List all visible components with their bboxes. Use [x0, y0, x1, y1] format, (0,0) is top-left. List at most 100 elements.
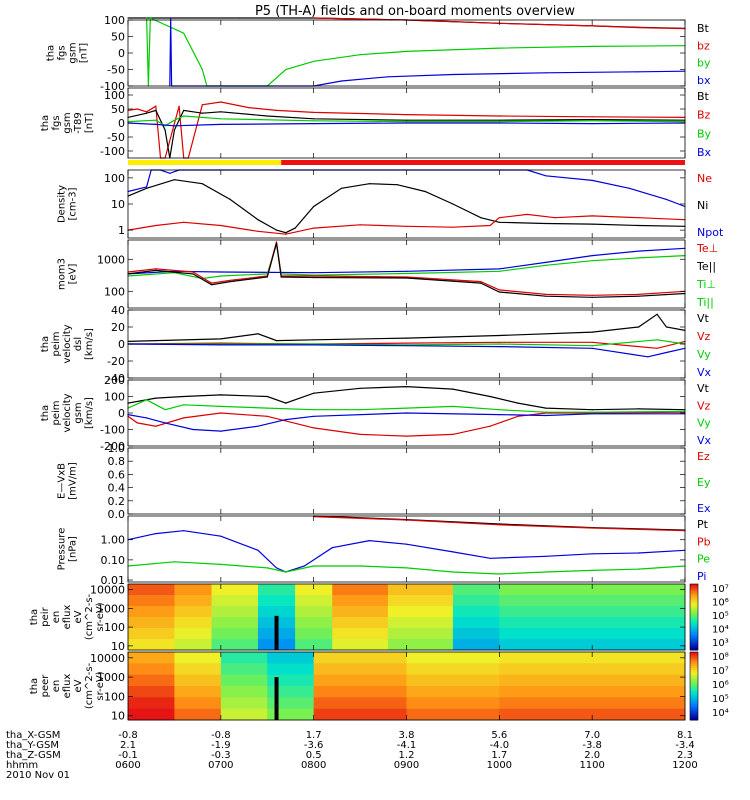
- heatmap-cell: [406, 663, 500, 676]
- heatmap-cell: [174, 674, 222, 687]
- colorbar-segment: [690, 658, 698, 662]
- legend-panel-5: Vt Vz Vy Vx: [697, 312, 712, 379]
- data-point: [238, 17, 240, 19]
- data-point: [498, 341, 500, 343]
- heatmap-cell: [211, 606, 259, 618]
- legend-item: Pe: [697, 553, 710, 566]
- heatmap-cell: [387, 595, 454, 607]
- heatmap-cell: [220, 686, 268, 698]
- heatmap-cell: [387, 639, 454, 651]
- data-point: [656, 339, 658, 341]
- data-point: [155, 105, 157, 107]
- colorbar-segment: [690, 625, 698, 629]
- data-point: [220, 275, 222, 277]
- data-point: [257, 230, 259, 232]
- colorbar-segment: [690, 647, 698, 651]
- data-point: [275, 241, 278, 243]
- y-tick-label: 1000: [97, 253, 125, 266]
- data-point: [136, 422, 138, 424]
- heatmap-cell: [499, 595, 686, 607]
- data-point: [405, 122, 408, 124]
- data-point: [405, 50, 408, 53]
- heatmap-cell: [257, 606, 296, 618]
- heatmap-cell: [387, 617, 454, 629]
- data-point: [545, 222, 547, 225]
- data-point: [498, 115, 500, 117]
- colorbar-segment: [690, 683, 698, 687]
- y-axis-label: Density: [57, 185, 68, 223]
- colorbar-segment: [690, 628, 698, 631]
- data-point: [257, 425, 259, 427]
- colorbar-segment: [690, 688, 698, 692]
- data-point: [489, 395, 491, 398]
- y-axis-label: tha: [40, 115, 51, 131]
- colorbar-label: 10⁶: [712, 680, 729, 691]
- data-point: [638, 217, 640, 219]
- colorbar-segment: [690, 597, 698, 600]
- y-tick-label: 100: [104, 391, 125, 404]
- data-point: [591, 553, 593, 555]
- colorbar-segment: [690, 672, 698, 676]
- series-red-panel-2: [127, 101, 686, 159]
- data-point: [303, 565, 305, 567]
- y-tick-label: 0: [118, 338, 125, 351]
- data-point: [480, 282, 482, 284]
- colorbar-segment: [690, 661, 698, 664]
- y-tick-label: 100: [104, 690, 125, 703]
- data-point: [405, 114, 408, 116]
- data-point: [359, 224, 361, 226]
- status-bar-slow: [128, 160, 282, 165]
- legend-item: Vz: [697, 330, 711, 343]
- series-green-panel-8: [127, 561, 686, 575]
- data-point: [498, 119, 500, 121]
- data-point: [638, 326, 640, 328]
- data-point: [405, 277, 408, 279]
- data-point: [591, 345, 593, 347]
- y-axis-label: peim: [51, 400, 62, 425]
- data-point: [498, 291, 500, 293]
- data-point: [647, 356, 649, 358]
- panel-7: 1.00.80.60.40.20.0 E—VxB [mV/m] Ez Ey Ex: [57, 442, 711, 521]
- ephemeris-value: 7.0: [584, 730, 600, 741]
- heatmap-cell: [452, 584, 500, 596]
- legend-item: Bt: [697, 90, 710, 103]
- data-point: [452, 571, 454, 573]
- data-point: [220, 405, 222, 407]
- data-point: [313, 123, 315, 125]
- colorbar-segment: [690, 663, 698, 667]
- data-point: [545, 414, 547, 417]
- ephemeris-value: 0.5: [306, 750, 322, 761]
- data-point: [183, 32, 185, 34]
- heatmap-cell: [220, 674, 268, 687]
- data-point: [545, 555, 547, 557]
- colorbar-segment: [690, 634, 698, 638]
- legend-item: Vy: [697, 417, 711, 430]
- series-red-panel-4: [127, 241, 686, 296]
- y-axis-label: [mV/m]: [68, 462, 79, 500]
- data-point: [452, 203, 454, 205]
- colorbar-segment: [690, 617, 698, 620]
- heatmap-cell: [267, 697, 315, 710]
- data-point: [405, 543, 408, 545]
- panel-6: 200 100 0 -100 -200 tha peim velocity gsm [km/s] V…: [40, 374, 712, 453]
- heatmap-cell: [128, 606, 175, 618]
- y-axis-label: en: [51, 611, 62, 624]
- data-point: [229, 281, 231, 283]
- data-point: [498, 334, 500, 337]
- data-point: [313, 415, 315, 417]
- data-point: [638, 250, 640, 252]
- heatmap-cell: [499, 628, 686, 640]
- heatmap-cell: [313, 697, 407, 710]
- data-point: [155, 123, 157, 125]
- y-tick-label: 100: [104, 89, 125, 102]
- colorbar-segment: [690, 710, 698, 714]
- y-axis-label: Pressure: [57, 528, 68, 571]
- legend-item: Pb: [697, 535, 711, 548]
- colorbar-segment: [690, 641, 698, 644]
- data-point: [638, 257, 640, 259]
- heatmap-cell: [267, 708, 315, 721]
- legend-item: Ne: [697, 172, 712, 185]
- series-red-panel-3: [127, 213, 686, 235]
- data-point: [452, 405, 454, 407]
- panel-10: 10⁸ 10⁷ 10⁶ 10⁵ 10⁴ 10000 1000 100 10 tha peer en ef…: [29, 651, 729, 723]
